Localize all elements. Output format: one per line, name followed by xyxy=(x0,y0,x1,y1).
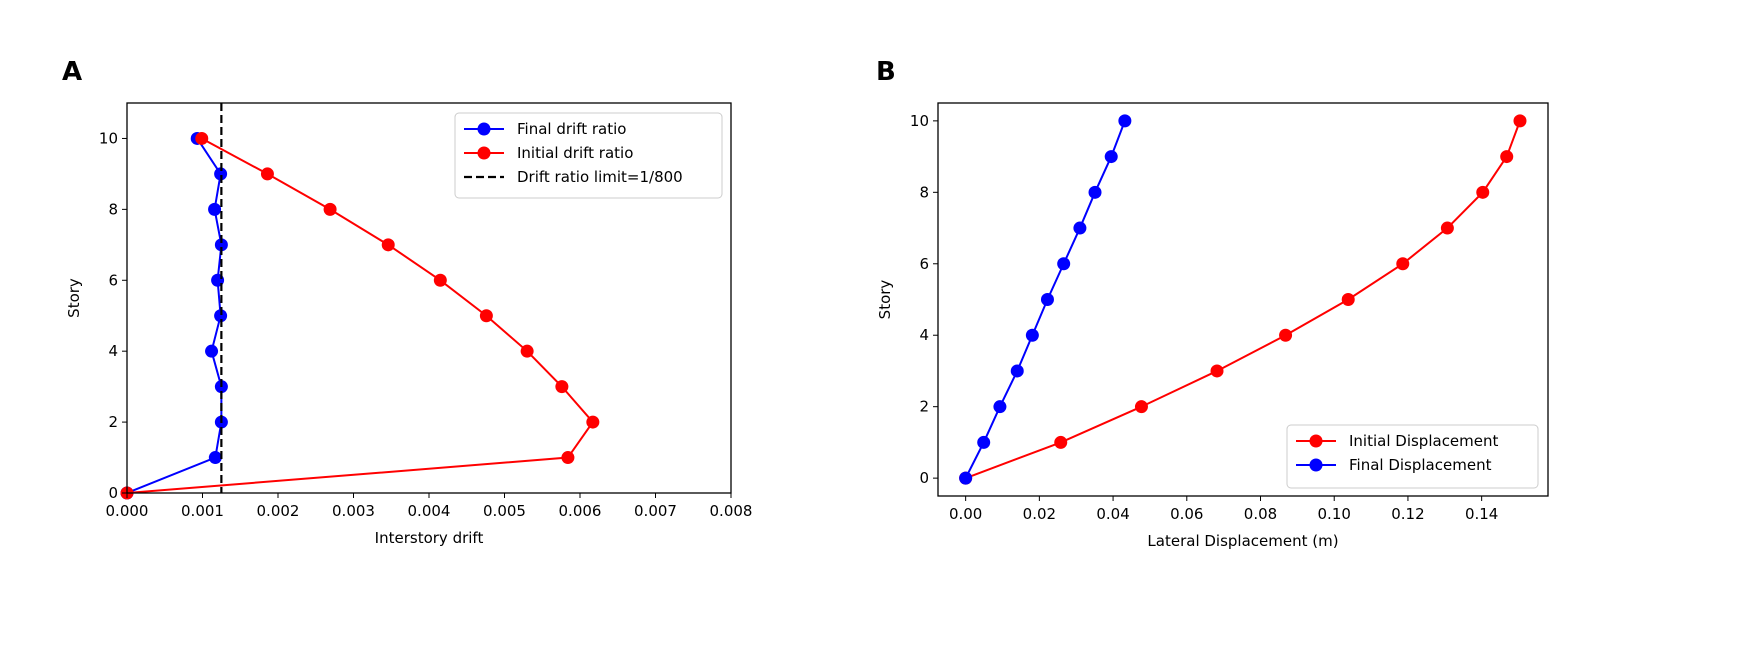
y-axis-label: Story xyxy=(876,280,894,320)
panel-label-a: A xyxy=(62,57,82,87)
data-point xyxy=(323,202,337,216)
x-tick-label: 0.04 xyxy=(1096,505,1129,523)
data-point xyxy=(214,238,228,252)
x-tick-label: 0.06 xyxy=(1170,505,1203,523)
data-point xyxy=(1279,328,1293,342)
y-tick-label: 10 xyxy=(99,129,118,147)
data-point xyxy=(1210,364,1224,378)
legend-entry: Initial drift ratio xyxy=(517,144,633,162)
x-tick-label: 0.008 xyxy=(710,502,753,520)
y-tick-label: 0 xyxy=(919,469,929,487)
y-tick-label: 4 xyxy=(919,326,929,344)
y-tick-label: 4 xyxy=(108,342,118,360)
data-point xyxy=(561,451,575,465)
y-tick-label: 6 xyxy=(108,271,118,289)
legend-marker xyxy=(477,122,491,136)
x-tick-label: 0.12 xyxy=(1391,505,1424,523)
x-tick-label: 0.007 xyxy=(634,502,677,520)
data-point xyxy=(1057,257,1071,271)
legend-entry: Final drift ratio xyxy=(517,120,626,138)
y-tick-label: 2 xyxy=(919,398,929,416)
y-tick-label: 0 xyxy=(108,484,118,502)
data-point xyxy=(381,238,395,252)
x-tick-label: 0.006 xyxy=(559,502,602,520)
data-point xyxy=(1054,435,1068,449)
legend-marker xyxy=(477,146,491,160)
x-tick-label: 0.10 xyxy=(1318,505,1351,523)
data-point xyxy=(959,471,973,485)
chart-a-interstory-drift: 0.000 0.001 0.002 0.003 0.004 0.005 0.006 0.007… xyxy=(65,102,753,547)
x-tick-label: 0.14 xyxy=(1465,505,1498,523)
data-point xyxy=(1118,114,1132,128)
data-point xyxy=(1341,293,1355,306)
data-point xyxy=(1134,400,1148,414)
legend-entry: Initial Displacement xyxy=(1349,432,1499,450)
data-point xyxy=(1104,150,1118,164)
data-point xyxy=(1500,150,1514,164)
data-point xyxy=(205,344,219,358)
legend-entry: Drift ratio limit=1/800 xyxy=(517,168,683,186)
chart-b-lateral-displacement: 0.00 0.02 0.04 0.06 0.08 0.10 0.12 0.14 0 2 4 6 8 10 L… xyxy=(876,102,1549,550)
x-tick-label: 0.002 xyxy=(257,502,300,520)
x-tick-label: 0.02 xyxy=(1023,505,1056,523)
x-tick-label: 0.000 xyxy=(106,502,149,520)
y-tick-label: 8 xyxy=(919,183,929,201)
x-tick-label: 0.00 xyxy=(949,505,982,523)
x-axis-label: Lateral Displacement (m) xyxy=(1147,532,1338,550)
data-point xyxy=(1440,221,1454,235)
data-point xyxy=(195,131,209,145)
y-tick-label: 2 xyxy=(108,413,118,431)
x-axis-label: Interstory drift xyxy=(375,529,484,547)
legend-marker xyxy=(1309,458,1323,472)
data-point xyxy=(1073,221,1087,235)
legend-box xyxy=(1286,424,1539,489)
y-tick-label: 6 xyxy=(919,255,929,273)
data-point xyxy=(1088,185,1102,199)
data-point xyxy=(1396,257,1410,271)
legend-entry: Final Displacement xyxy=(1349,456,1492,474)
data-point xyxy=(260,167,274,181)
x-tick-label: 0.005 xyxy=(483,502,526,520)
y-tick-label: 8 xyxy=(108,200,118,218)
data-point xyxy=(977,435,991,449)
data-point xyxy=(1010,364,1024,378)
series-line-0 xyxy=(126,137,223,494)
x-tick-label: 0.08 xyxy=(1244,505,1277,523)
data-point xyxy=(586,415,600,429)
data-point xyxy=(479,309,493,323)
data-point xyxy=(208,451,222,465)
data-point xyxy=(1040,293,1054,306)
panel-label-b: B xyxy=(876,57,896,87)
data-point xyxy=(1025,328,1039,342)
data-point xyxy=(433,273,447,287)
data-point xyxy=(555,380,569,394)
data-point xyxy=(1476,185,1490,199)
x-tick-label: 0.004 xyxy=(408,502,451,520)
data-point xyxy=(208,202,222,216)
x-tick-label: 0.001 xyxy=(181,502,224,520)
y-tick-label: 10 xyxy=(910,112,929,130)
data-point xyxy=(520,344,534,358)
data-point xyxy=(214,309,228,323)
data-point xyxy=(1513,114,1527,128)
legend-marker xyxy=(1309,434,1323,448)
legend-box xyxy=(454,112,723,199)
data-point xyxy=(214,167,228,181)
axes-frame xyxy=(937,102,1549,497)
y-axis-label: Story xyxy=(65,278,83,318)
x-tick-label: 0.003 xyxy=(332,502,375,520)
data-point xyxy=(993,400,1007,414)
